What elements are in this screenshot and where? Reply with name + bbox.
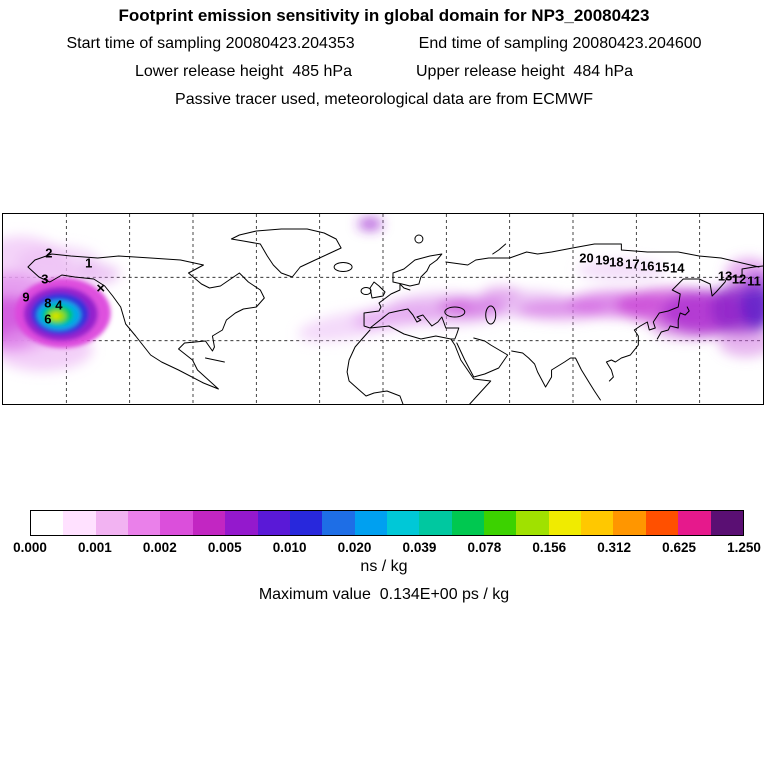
- colorbar-tick-label: 0.312: [597, 540, 632, 555]
- coast-arabia: [456, 337, 509, 378]
- trajectory-marker-15: 15: [655, 259, 669, 274]
- coast-africa-east: [450, 338, 492, 404]
- figure-title: Footprint emission sensitivity in global…: [118, 6, 650, 25]
- colorbar-tick-label: 0.005: [207, 540, 242, 555]
- colorbar-tick-label: 0.039: [402, 540, 437, 555]
- colorbar-tick-label: 0.000: [13, 540, 47, 555]
- colorbar-segment: [192, 511, 226, 535]
- upper-release-text: Upper release height 484 hPa: [416, 63, 634, 80]
- colorbar-ticks: 0.000 0.001 0.002 0.005 0.010 0.020 0.039 0.078…: [13, 540, 761, 558]
- lower-release-text: Lower release height 485 hPa: [134, 63, 352, 80]
- coast-ireland: [360, 287, 372, 295]
- colorbar-tick-label: 0.625: [662, 540, 696, 555]
- colorbar-segment: [678, 511, 711, 535]
- colorbar-tick-label: 0.010: [272, 540, 307, 555]
- colorbar-segment: [581, 511, 614, 535]
- trajectory-marker-20: 20: [579, 250, 593, 265]
- coast-africa-west: [346, 329, 404, 404]
- coast-cuba: [204, 357, 225, 363]
- trajectory-marker-13: 13: [718, 268, 732, 283]
- receptor-marker: ×: [96, 280, 105, 297]
- colorbar-segment: [289, 511, 323, 535]
- map-gridlines: [3, 214, 763, 404]
- coast-greenland: [230, 228, 342, 278]
- end-time-text: End time of sampling 20080423.204600: [418, 35, 702, 52]
- colorbar-tick-label: 0.001: [78, 540, 112, 555]
- colorbar-segment: [451, 511, 485, 535]
- coast-mediterranean: [369, 308, 460, 340]
- colorbar-tick-label: 1.250: [727, 540, 761, 555]
- coast-europe: [363, 283, 411, 329]
- trajectory-marker-6: 6: [44, 311, 51, 326]
- tracer-line: Passive tracer used, meteorological data…: [175, 91, 593, 108]
- trajectory-marker-1: 1: [85, 255, 92, 270]
- colorbar-segment: [31, 511, 64, 535]
- trajectory-marker-2: 2: [45, 245, 52, 260]
- coast-novaya-zemlya: [492, 243, 507, 255]
- colorbar-segment: [322, 511, 355, 535]
- coast-japan: [656, 306, 690, 340]
- colorbar-tick-label: 0.156: [532, 540, 567, 555]
- colorbar-segment: [613, 511, 646, 535]
- coast-india-seasia: [511, 350, 601, 401]
- coast-caspian-sea: [485, 305, 497, 325]
- trajectory-marker-8: 8: [44, 295, 51, 310]
- coast-iceland: [333, 262, 353, 272]
- maximum-value-label: Maximum value 0.134E+00 ps / kg: [258, 586, 510, 603]
- coast-scandinavia: [392, 253, 443, 287]
- colorbar-segment: [160, 511, 193, 535]
- coast-svalbard: [414, 234, 424, 244]
- trajectory-marker-18: 18: [609, 254, 623, 269]
- colorbar-tick-label: 0.078: [467, 540, 502, 555]
- plume-core-swirl: [14, 278, 111, 348]
- colorbar-segment: [63, 511, 96, 535]
- colorbar-units-label: ns / kg: [360, 558, 408, 575]
- coast-china-okhotsk: [605, 265, 763, 382]
- coastlines: [27, 228, 763, 404]
- trajectory-marker-19: 19: [595, 252, 609, 267]
- trajectory-marker-3: 3: [41, 271, 48, 286]
- map-panel: 2 1 3 9 8 4 6 20 19 18 17 16 15 14 13 12 11 ×: [2, 213, 764, 405]
- colorbar-segment: [516, 511, 549, 535]
- trajectory-marker-14: 14: [670, 260, 685, 275]
- coast-russia-connector: [445, 257, 511, 266]
- colorbar-segment: [225, 511, 258, 535]
- colorbar-segment: [645, 511, 679, 535]
- colorbar-tick-label: 0.002: [142, 540, 177, 555]
- trajectory-marker-9: 9: [22, 289, 29, 304]
- coast-uk: [369, 281, 386, 299]
- colorbar-segment: [354, 511, 387, 535]
- start-time-text: Start time of sampling 20080423.204353: [66, 35, 355, 52]
- trajectory-marker-16: 16: [640, 258, 654, 273]
- colorbar-segment: [386, 511, 420, 535]
- colorbar-segment: [257, 511, 290, 535]
- colorbar-segment: [128, 511, 161, 535]
- colorbar-segment: [710, 511, 743, 535]
- colorbar-segment: [548, 511, 582, 535]
- colorbar: 0.000 0.001 0.002 0.005 0.010 0.020 0.039 0.078…: [13, 510, 761, 555]
- figure-header: Footprint emission sensitivity in global…: [0, 6, 768, 119]
- coast-asia-arctic: [509, 243, 760, 268]
- sampling-times-line: Start time of sampling 20080423.204353 E…: [0, 35, 768, 53]
- trajectory-marker-17: 17: [625, 256, 639, 271]
- trajectory-marker-4: 4: [55, 297, 63, 312]
- colorbar-segment: [419, 511, 452, 535]
- trajectory-marker-12: 12: [732, 271, 746, 286]
- colorbar-segments: [30, 510, 744, 536]
- coast-north-america: [27, 253, 265, 390]
- colorbar-tick-label: 0.020: [337, 540, 372, 555]
- release-heights-line: Lower release height 485 hPa Upper relea…: [0, 63, 768, 81]
- colorbar-segment: [484, 511, 517, 535]
- coast-black-sea: [444, 306, 466, 318]
- trajectory-marker-11: 11: [747, 273, 761, 288]
- colorbar-segment: [95, 511, 129, 535]
